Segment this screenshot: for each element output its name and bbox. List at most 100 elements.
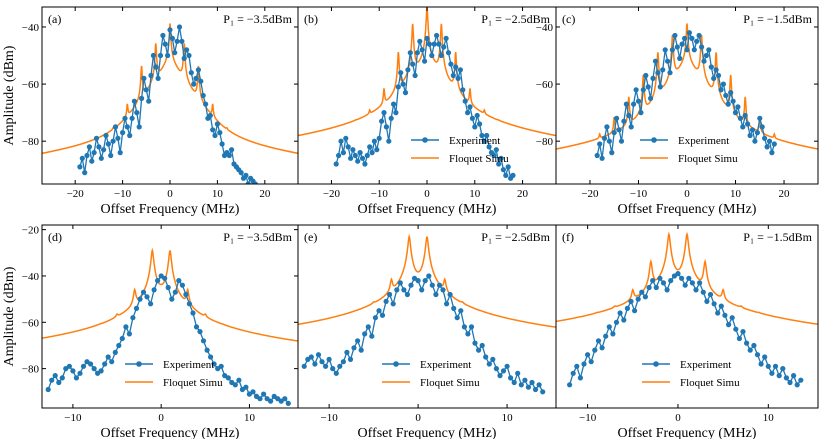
x-tick-label: 10 [244,412,256,424]
experiment-point [210,127,216,133]
experiment-point [52,373,58,379]
legend-experiment-marker [393,361,399,367]
experiment-point [758,361,764,367]
experiment-point [632,308,638,314]
experiment-point [412,72,418,79]
y-axis-label: Amplitude (dBm) [2,266,17,366]
experiment-point [426,41,432,47]
experiment-point [759,124,765,130]
experiment-point [102,361,108,367]
experiment-point [86,144,92,150]
experiment-point [691,47,697,53]
experiment-point [376,308,382,314]
experiment-point [595,338,602,344]
experiment-point [410,61,416,67]
y-tick-label: −40 [22,271,40,283]
y-tick-label: −40 [536,22,554,34]
experiment-point [701,58,707,64]
panel-c: −20 −10 0 10 20 −80 −60 −40 (c) P₁ = −1.5dBm Offse… [536,6,819,217]
experiment-point [394,287,400,293]
experiment-point [704,298,710,304]
experiment-point [103,132,109,139]
experiment-point [401,287,407,293]
experiment-point [181,55,187,62]
experiment-point [153,64,159,70]
experiment-point [613,319,620,325]
experiment-point [143,87,149,93]
experiment-point [433,291,439,298]
experiment-point [621,118,627,124]
experiment-point [624,305,631,311]
experiment-point [752,138,758,144]
experiment-point [713,67,719,73]
experiment-point [611,130,617,136]
experiment-point [490,356,496,362]
experiment-point [754,130,761,136]
experiment-point [282,396,288,402]
experiment-point [238,170,244,176]
experiment-point [330,366,336,372]
experiment-point [257,396,263,402]
legend: Experiment Floquet Simu [125,359,223,389]
y-tick-label: −60 [536,79,554,91]
experiment-point [371,138,377,144]
experiment-point [200,92,206,99]
x-tick-label: 10 [469,188,481,200]
experiment-point [383,298,389,304]
simulation-line-a [42,23,298,155]
experiment-point [424,35,430,42]
experiment-point [757,115,763,121]
experiment-point [650,278,656,284]
experiment-point [665,58,671,64]
experiment-point [357,150,363,156]
experiment-point [49,377,55,383]
experiment-point [623,101,630,107]
experiment-point [447,291,453,298]
experiment-point [402,90,409,96]
experiment-point [323,363,329,369]
experiment-point [728,90,734,96]
experiment-point [469,115,475,121]
experiment-point [742,112,748,119]
experiment-point [397,280,403,286]
experiment-point [722,312,728,318]
experiment-point [165,52,171,59]
experiment-point [82,170,88,176]
experiment-point [458,308,464,314]
experiment-point [751,342,757,349]
simulation-line-b [298,7,556,137]
experiment-point [668,278,674,284]
experiment-point [503,172,509,178]
x-tick-label: 0 [424,188,430,200]
experiment-point [451,305,457,311]
experiment-point [79,155,85,161]
panel-b: −20 −10 0 10 20 (b) P₁ = −2.5dBm Offset Frequen… [297,6,557,217]
experiment-point [747,347,753,353]
experiment-point [776,373,782,379]
experiment-point [675,271,681,277]
experiment-point [243,172,249,178]
experiment-point [639,289,645,295]
experiment-point [261,391,267,397]
experiment-point [711,75,717,81]
experiment-point [468,324,475,330]
x-tick-label: −10 [114,188,132,200]
experiment-point [160,32,166,39]
experiment-point [740,329,746,335]
experiment-point [477,121,483,127]
experiment-point [358,347,364,353]
experiment-point [707,291,714,298]
experiment-point [621,317,627,323]
experiment-point [232,382,238,388]
experiment-line-e [303,274,544,393]
x-tick-label: 10 [502,412,514,424]
experiment-point [762,135,768,141]
experiment-point [73,375,79,381]
experiment-point [467,104,473,110]
experiment-point [720,81,727,87]
experiment-point [536,382,542,388]
experiment-point [344,349,350,355]
experiment-point [483,354,489,360]
experiment-point [677,55,683,62]
experiment-point [540,389,546,395]
